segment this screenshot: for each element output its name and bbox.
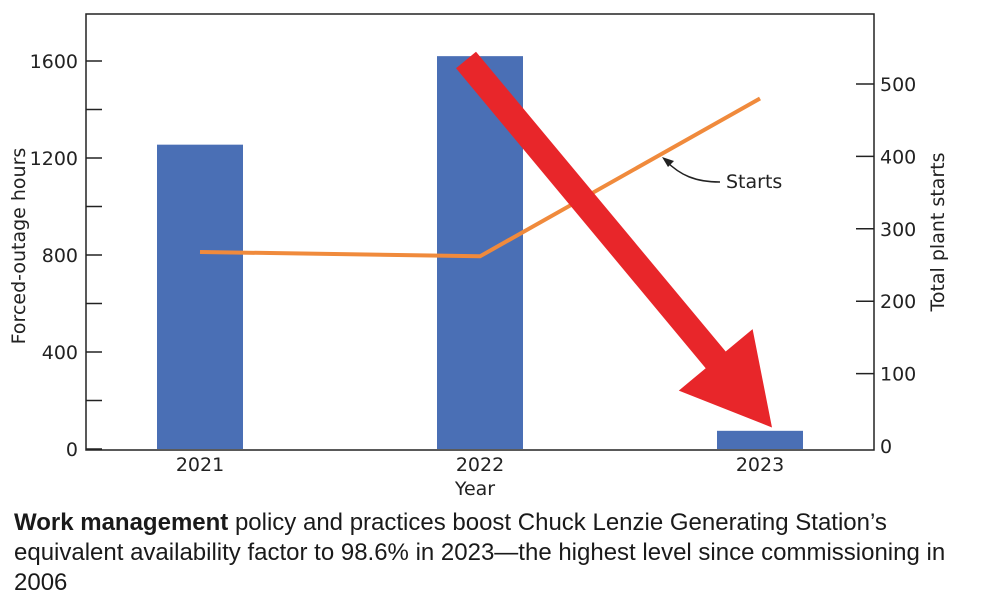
right-tick-label-500: 500 — [880, 74, 916, 96]
bar-2021 — [157, 144, 243, 449]
left-tick-label-1200: 1200 — [30, 148, 78, 170]
caption-text: policy and practices boost Chuck Lenzie … — [14, 509, 946, 596]
right-axis-title: Total plant starts — [927, 152, 949, 312]
left-tick-label-1600: 1600 — [30, 51, 78, 73]
red-decline-arrow — [456, 51, 772, 428]
right-tick-label-100: 100 — [880, 364, 916, 386]
left-tick-label-800: 800 — [42, 245, 78, 267]
figure-caption: Work management policy and practices boo… — [14, 508, 974, 598]
left-tick-label-0: 0 — [66, 439, 78, 461]
left-tick-label-400: 400 — [42, 342, 78, 364]
starts-leader-line — [665, 160, 721, 183]
bar-2023 — [717, 430, 803, 449]
right-axis-ticks: 0 100 200 300 400 500 — [856, 74, 916, 458]
x-axis-title: Year — [454, 478, 495, 500]
x-axis-ticks: 2021 2022 2023 — [176, 454, 784, 476]
right-tick-label-300: 300 — [880, 219, 916, 241]
starts-label-group: Starts — [662, 157, 782, 193]
x-tick-label-2022: 2022 — [456, 454, 504, 476]
right-tick-label-0: 0 — [880, 436, 892, 458]
starts-leader-arrowhead — [662, 157, 674, 167]
left-axis-title: Forced-outage hours — [8, 148, 30, 345]
right-tick-label-400: 400 — [880, 146, 916, 168]
annotation-arrow-layer — [456, 51, 772, 428]
caption-bold: Work management — [14, 509, 229, 536]
left-axis-ticks: 0 400 800 1200 1600 — [30, 51, 102, 461]
plot-frame — [85, 13, 875, 451]
series-label-starts: Starts — [726, 171, 782, 193]
x-tick-label-2023: 2023 — [736, 454, 784, 476]
x-tick-label-2021: 2021 — [176, 454, 224, 476]
series-line-layer — [199, 96, 761, 259]
right-tick-label-200: 200 — [880, 291, 916, 313]
